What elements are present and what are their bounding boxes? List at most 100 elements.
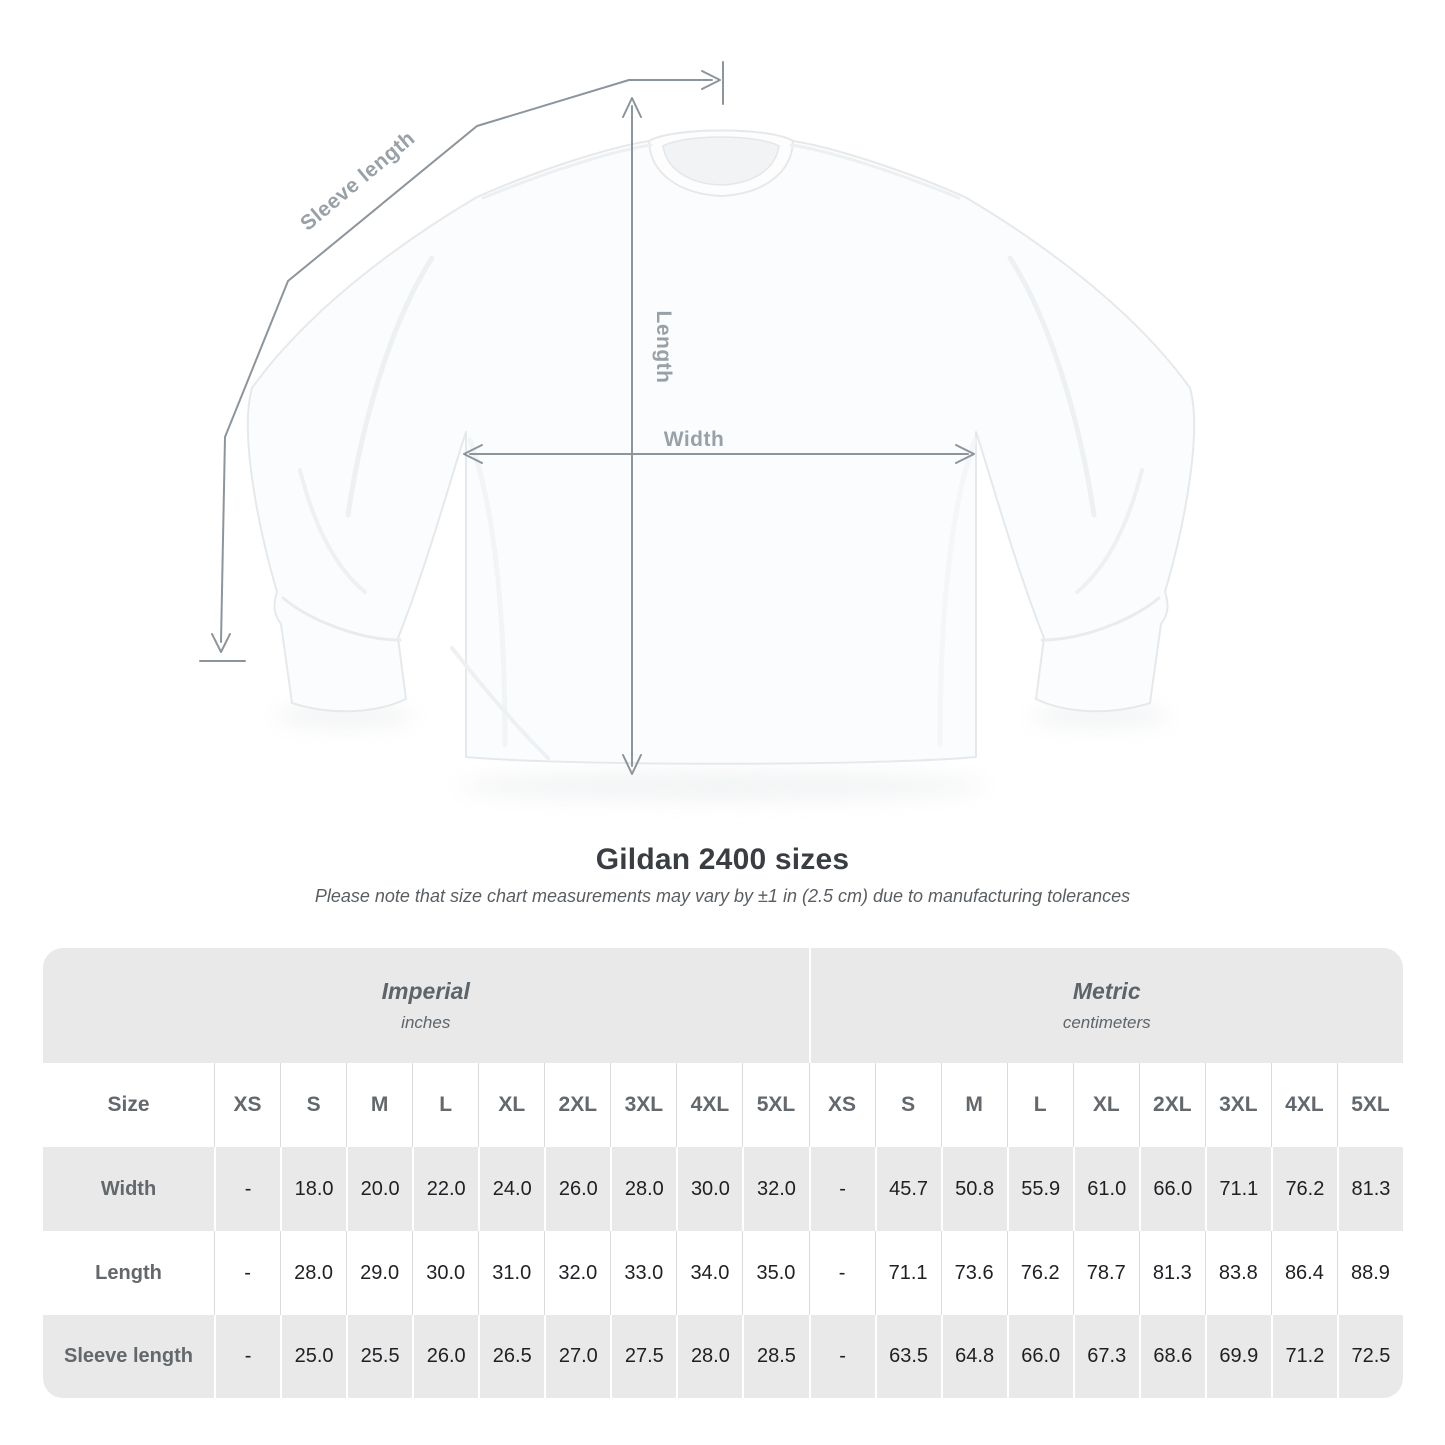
value-cell-metric: 45.7 [874, 1147, 941, 1231]
imperial-group-header: Imperial inches [43, 948, 809, 1063]
collar-opening [662, 136, 780, 186]
value-cell-imperial: 20.0 [346, 1147, 412, 1231]
size-header-imperial: 2XL [544, 1063, 610, 1147]
size-header-imperial: 5XL [742, 1063, 808, 1147]
measurement-row-sleeve-length: Sleeve length -25.0 25.5 26.0 26.5 27.0 27.5 28… [43, 1315, 1403, 1398]
value-cell-imperial: 25.5 [346, 1315, 412, 1398]
value-cell-metric: 72.5 [1336, 1315, 1403, 1398]
size-header-imperial: 3XL [610, 1063, 676, 1147]
length-arrow [622, 97, 642, 775]
value-cell-imperial: 28.5 [742, 1315, 808, 1398]
size-header-metric: M [940, 1063, 1007, 1147]
value-cell-imperial: 30.0 [412, 1231, 478, 1315]
value-cell-metric: 66.0 [1006, 1315, 1073, 1398]
value-cell-imperial: 28.0 [280, 1231, 346, 1315]
shirt-diagram: Sleeve length Length Width [199, 61, 1196, 801]
size-header-metric: 3XL [1204, 1063, 1271, 1147]
value-cell-imperial: - [214, 1147, 280, 1231]
value-cell-imperial: 31.0 [478, 1231, 544, 1315]
value-cell-imperial: 26.5 [478, 1315, 544, 1398]
value-cell-imperial: 24.0 [478, 1147, 544, 1231]
value-cell-metric: - [808, 1231, 875, 1315]
unit-group-row: Imperial inches Metric centimeters [43, 948, 1403, 1063]
value-cell-metric: 76.2 [1270, 1147, 1337, 1231]
value-cell-metric: 66.0 [1138, 1147, 1205, 1231]
value-cell-imperial: 29.0 [346, 1231, 412, 1315]
value-cell-imperial: 35.0 [742, 1231, 808, 1315]
value-cell-metric: 71.1 [1204, 1147, 1271, 1231]
value-cell-imperial: 25.0 [280, 1315, 346, 1398]
page-title: Gildan 2400 sizes [595, 843, 850, 876]
size-header-metric: L [1006, 1063, 1073, 1147]
value-cell-imperial: 28.0 [610, 1147, 676, 1231]
size-header-metric: XS [808, 1063, 875, 1147]
sleeve-length-label: Sleeve length [296, 127, 419, 236]
value-cell-metric: 55.9 [1006, 1147, 1073, 1231]
size-header-row: Size XS S M L XL 2XL 3XL 4XL 5XL XS S M L XL 2XL 3XL 4XL 5… [43, 1063, 1403, 1147]
size-header-imperial: L [412, 1063, 478, 1147]
value-cell-metric: 67.3 [1072, 1315, 1139, 1398]
measurement-row-length: Length -28.0 29.0 30.0 31.0 32.0 33.0 34.0 35.0-… [43, 1231, 1403, 1315]
metric-label: Metric [1072, 978, 1141, 1004]
value-cell-metric: 81.3 [1336, 1147, 1403, 1231]
shirt-shadow [275, 704, 1170, 801]
value-cell-metric: 83.8 [1204, 1231, 1271, 1315]
size-header-metric: 2XL [1138, 1063, 1205, 1147]
table-rows: Size XS S M L XL 2XL 3XL 4XL 5XL XS S M L XL 2XL 3XL 4XL 5… [43, 1063, 1403, 1398]
value-cell-imperial: 30.0 [676, 1147, 742, 1231]
value-cell-metric: 63.5 [874, 1315, 941, 1398]
length-label: Length [652, 311, 675, 384]
size-table: Imperial inches Metric centimeters Size X… [43, 948, 1403, 1398]
value-cell-imperial: 27.0 [544, 1315, 610, 1398]
value-cell-imperial: - [214, 1315, 280, 1398]
value-cell-metric: 71.1 [874, 1231, 941, 1315]
value-cell-metric: 78.7 [1072, 1231, 1139, 1315]
width-arrow [463, 444, 975, 464]
sleeve-length-arrow [199, 61, 724, 662]
row-label: Length [95, 1261, 162, 1284]
size-header-metric: 5XL [1336, 1063, 1403, 1147]
imperial-unit: inches [401, 1013, 451, 1032]
value-cell-metric: 73.6 [940, 1231, 1007, 1315]
row-label: Width [100, 1177, 157, 1200]
value-cell-metric: 69.9 [1204, 1315, 1271, 1398]
value-cell-imperial: 32.0 [544, 1231, 610, 1315]
value-cell-imperial: 32.0 [742, 1147, 808, 1231]
measurement-lines [199, 61, 975, 775]
fabric-folds [281, 143, 1161, 760]
value-cell-imperial: 26.0 [544, 1147, 610, 1231]
size-header-metric: 4XL [1270, 1063, 1337, 1147]
value-cell-imperial: 27.5 [610, 1315, 676, 1398]
page-subtitle: Please note that size chart measurements… [314, 886, 1131, 906]
value-cell-metric: 64.8 [940, 1315, 1007, 1398]
size-column-header: Size [107, 1093, 150, 1116]
value-cell-metric: 76.2 [1006, 1231, 1073, 1315]
value-cell-imperial: 28.0 [676, 1315, 742, 1398]
value-cell-metric: 68.6 [1138, 1315, 1205, 1398]
measurement-row-width: Width -18.0 20.0 22.0 24.0 26.0 28.0 30.0 32.0-4… [43, 1147, 1403, 1231]
size-header-imperial: M [346, 1063, 412, 1147]
value-cell-imperial: 22.0 [412, 1147, 478, 1231]
width-label: Width [664, 428, 725, 451]
size-header-imperial: XL [478, 1063, 544, 1147]
value-cell-metric: 86.4 [1270, 1231, 1337, 1315]
value-cell-imperial: 26.0 [412, 1315, 478, 1398]
value-cell-imperial: - [214, 1231, 280, 1315]
size-header-imperial: S [280, 1063, 346, 1147]
size-header-metric: XL [1072, 1063, 1139, 1147]
row-label: Sleeve length [64, 1345, 193, 1367]
shirt-body [246, 129, 1196, 765]
value-cell-metric: - [808, 1147, 875, 1231]
size-header-metric: S [874, 1063, 941, 1147]
table-caption: Gildan 2400 sizes Please note that size … [0, 843, 1445, 907]
value-cell-imperial: 34.0 [676, 1231, 742, 1315]
value-cell-metric: - [808, 1315, 875, 1398]
metric-group-header: Metric centimeters [808, 948, 1404, 1063]
value-cell-imperial: 18.0 [280, 1147, 346, 1231]
value-cell-metric: 81.3 [1138, 1231, 1205, 1315]
metric-unit: centimeters [1062, 1013, 1151, 1032]
value-cell-metric: 88.9 [1336, 1231, 1403, 1315]
imperial-label: Imperial [381, 978, 470, 1004]
size-header-imperial: 4XL [676, 1063, 742, 1147]
